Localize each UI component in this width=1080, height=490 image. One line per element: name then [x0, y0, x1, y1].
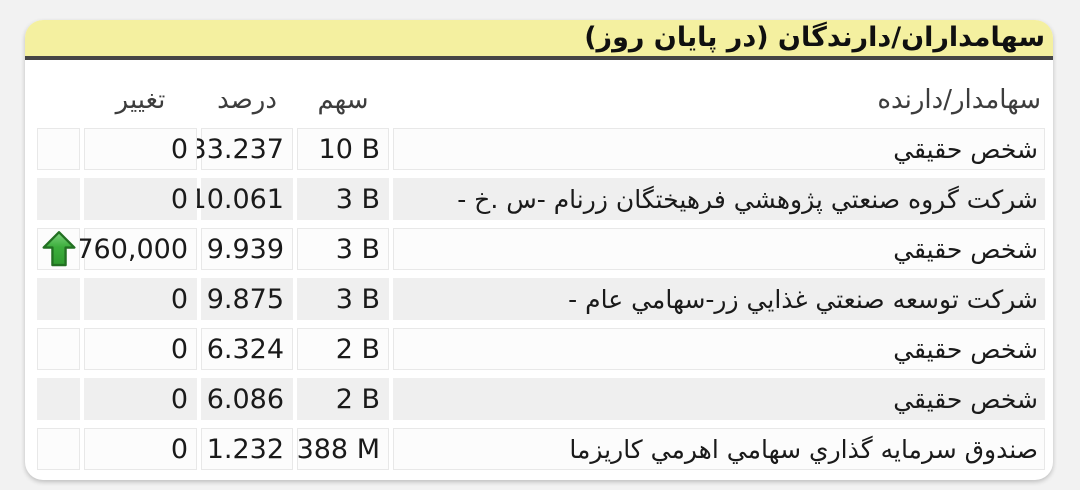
table-row[interactable]: شرکت توسعه صنعتي غذايي زر-سهامي عام - 3 … — [37, 278, 1045, 320]
holder-name: صندوق سرمايه گذاري سهامي اهرمي کاريزما — [393, 428, 1045, 470]
column-header-holder: سهامدار/دارنده — [877, 85, 1041, 115]
trend-cell — [37, 378, 80, 420]
percent-value: 9.875 — [201, 278, 293, 320]
holder-name: شخص حقيقي — [393, 378, 1045, 420]
table-row[interactable]: شخص حقيقي 3 B 9.939 760,000 — [37, 228, 1045, 270]
up-arrow-icon — [41, 231, 76, 267]
change-value: 0 — [84, 278, 197, 320]
shareholders-panel: سهامداران/دارندگان (در پایان روز) سهامدا… — [25, 20, 1053, 480]
holder-name: شخص حقيقي — [393, 228, 1045, 270]
share-value: 10 B — [297, 128, 389, 170]
table-row[interactable]: شخص حقيقي 2 B 6.324 0 — [37, 328, 1045, 370]
change-value: 0 — [84, 328, 197, 370]
percent-value: 9.939 — [201, 228, 293, 270]
column-header-share: سهم — [317, 85, 369, 115]
holder-name: شخص حقيقي — [393, 328, 1045, 370]
trend-cell — [37, 178, 80, 220]
trend-cell — [37, 228, 80, 270]
change-value: 760,000 — [76, 228, 197, 270]
share-value: 2 B — [297, 328, 389, 370]
change-value: 0 — [84, 178, 197, 220]
change-value: 0 — [84, 128, 197, 170]
trend-cell — [37, 128, 80, 170]
share-value: 388 M — [297, 428, 389, 470]
change-value: 0 — [84, 428, 197, 470]
share-value: 2 B — [297, 378, 389, 420]
table-body: شخص حقيقي 10 B 33.237 0 شرکت گروه صنعتي … — [37, 128, 1045, 470]
share-value: 3 B — [297, 278, 389, 320]
percent-value: 1.232 — [201, 428, 293, 470]
column-header-percent: درصد — [217, 85, 277, 115]
holder-name: شرکت گروه صنعتي پژوهشي فرهيختگان زرنام -… — [393, 178, 1045, 220]
share-value: 3 B — [297, 178, 389, 220]
trend-cell — [37, 328, 80, 370]
change-value: 0 — [84, 378, 197, 420]
share-value: 3 B — [297, 228, 389, 270]
shareholders-table: سهامدار/دارنده سهم درصد تغيير شخص حقيقي … — [25, 63, 1053, 480]
table-header-row: سهامدار/دارنده سهم درصد تغيير — [37, 78, 1045, 122]
table-row[interactable]: شخص حقيقي 2 B 6.086 0 — [37, 378, 1045, 420]
percent-value: 6.086 — [201, 378, 293, 420]
panel-header: سهامداران/دارندگان (در پایان روز) — [25, 20, 1053, 60]
column-header-change: تغيير — [115, 85, 166, 115]
panel-title: سهامداران/دارندگان (در پایان روز) — [584, 22, 1045, 53]
percent-value: 33.237 — [190, 128, 293, 170]
table-row[interactable]: شرکت گروه صنعتي پژوهشي فرهيختگان زرنام -… — [37, 178, 1045, 220]
table-row[interactable]: شخص حقيقي 10 B 33.237 0 — [37, 128, 1045, 170]
percent-value: 6.324 — [201, 328, 293, 370]
holder-name: شخص حقيقي — [393, 128, 1045, 170]
table-row[interactable]: صندوق سرمايه گذاري سهامي اهرمي کاريزما 3… — [37, 428, 1045, 470]
trend-cell — [37, 278, 80, 320]
percent-value: 10.061 — [190, 178, 293, 220]
trend-cell — [37, 428, 80, 470]
holder-name: شرکت توسعه صنعتي غذايي زر-سهامي عام - — [393, 278, 1045, 320]
